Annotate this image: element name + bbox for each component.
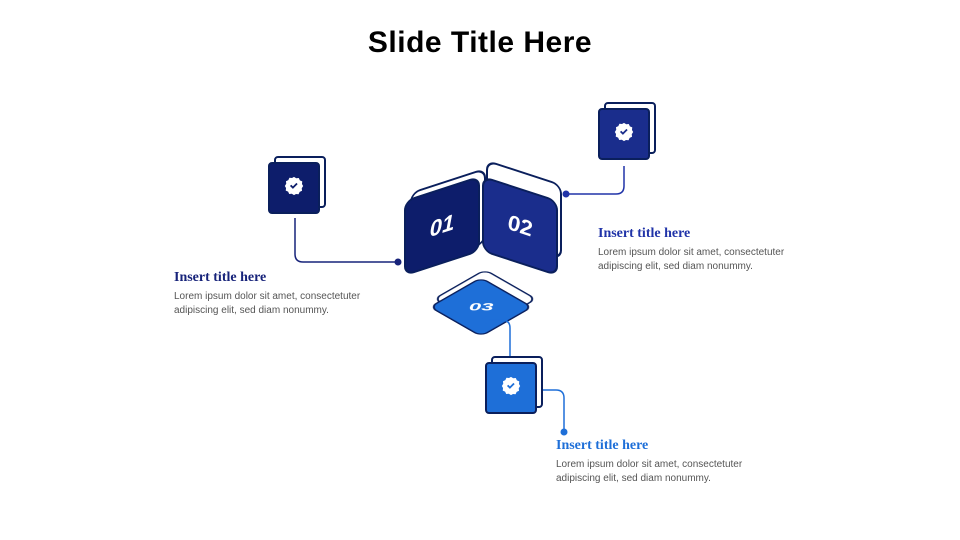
tile-1 [268, 162, 320, 214]
cube-face-01-label: 01 [430, 209, 454, 243]
connector-path-2 [566, 166, 624, 194]
text-block-1: Insert title here Lorem ipsum dolor sit a… [174, 270, 399, 317]
item-title-3: Insert title here [556, 438, 781, 454]
connector-path-3 [540, 390, 564, 432]
item-title-1: Insert title here [174, 270, 399, 286]
item-body-3: Lorem ipsum dolor sit amet, consectetute… [556, 458, 781, 485]
item-title-2: Insert title here [598, 226, 823, 242]
connector-dot-1 [395, 259, 402, 266]
cube-face-03: 03 [429, 277, 534, 337]
item-body-2: Lorem ipsum dolor sit amet, consectetute… [598, 246, 823, 273]
connector-path-1 [295, 218, 398, 262]
tile-2 [598, 108, 650, 160]
tile-3 [485, 362, 537, 414]
check-badge-icon [500, 375, 522, 402]
connector-dot-3 [561, 429, 568, 436]
item-body-1: Lorem ipsum dolor sit amet, consectetute… [174, 290, 399, 317]
check-badge-icon [283, 175, 305, 202]
text-block-3: Insert title here Lorem ipsum dolor sit a… [556, 438, 781, 485]
slide-title: Slide Title Here [0, 26, 960, 60]
cube-face-03-label: 03 [469, 301, 493, 313]
isometric-cube: 01 02 03 [404, 168, 564, 328]
cube-face-02-label: 02 [508, 209, 532, 243]
check-badge-icon [613, 121, 635, 148]
text-block-2: Insert title here Lorem ipsum dolor sit a… [598, 226, 823, 273]
